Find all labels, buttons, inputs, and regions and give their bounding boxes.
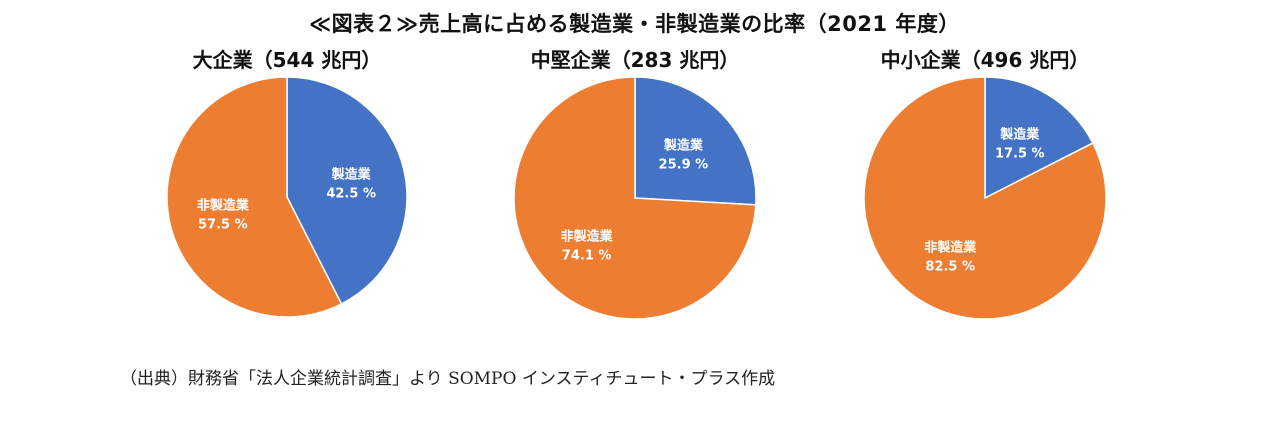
slice-category-label: 製造業 [331,167,372,183]
slice-category-label: 非製造業 [924,240,977,256]
pie-slice-manufacturing [286,76,408,305]
pie-chart-large-companies: 大企業（544 兆円） 製造業 42.5 % 非製造業 57.5 % [166,44,408,344]
pie-chart-small-companies: 中小企業（496 兆円） 製造業 17.5 % 非製造業 82.5 % [863,44,1107,344]
pie-slice-non-manufacturing [513,76,757,320]
figure-title: ≪図表２≫売上高に占める製造業・非製造業の比率（2021 年度） [309,12,960,36]
pie-svg: 製造業 17.5 % 非製造業 82.5 % [863,76,1107,320]
slice-category-label: 製造業 [663,137,704,153]
pie-chart-mid-sized-companies: 中堅企業（283 兆円） 製造業 25.9 % 非製造業 74.1 % [513,44,757,344]
slice-category-label: 非製造業 [561,229,614,245]
slice-category-label: 製造業 [999,126,1040,142]
pie-slice-non-manufacturing [863,76,1107,320]
source-note: （出典）財務省「法人企業統計調査」より SOMPO インスティチュート・プラス作… [120,369,776,389]
slice-value-label: 25.9 % [659,157,709,172]
pie-svg: 製造業 42.5 % 非製造業 57.5 % [166,76,408,318]
slice-value-label: 57.5 % [198,217,248,232]
pie-title: 中小企業（496 兆円） [880,48,1090,72]
slice-value-label: 82.5 % [925,260,975,275]
pie-slice-manufacturing [984,76,1094,200]
pie-svg: 製造業 25.9 % 非製造業 74.1 % [513,76,757,320]
slice-value-label: 17.5 % [995,146,1045,161]
pie-slice-manufacturing [634,76,757,206]
slice-category-label: 非製造業 [197,197,250,213]
slice-value-label: 42.5 % [326,187,376,202]
pie-slice-non-manufacturing [166,76,343,318]
pie-title: 中堅企業（283 兆円） [530,48,740,72]
slice-value-label: 74.1 % [562,249,612,264]
pie-title: 大企業（544 兆円） [192,48,382,72]
